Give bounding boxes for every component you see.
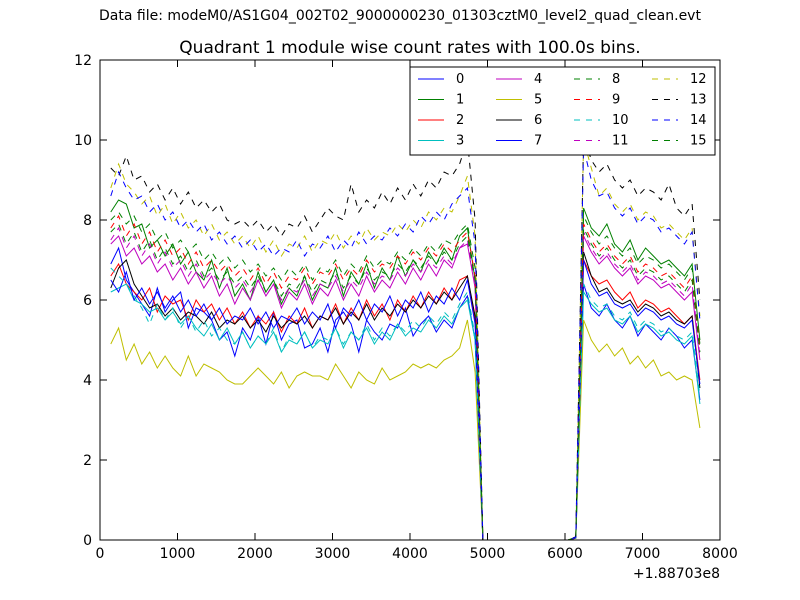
x-tick-label: 3000 [315,546,351,562]
x-tick-label: 4000 [392,546,428,562]
y-tick-label: 6 [83,293,92,309]
x-offset-label: +1.88703e8 [633,566,720,582]
legend-label-14: 14 [690,113,707,128]
y-tick-label: 10 [74,133,92,149]
series-line-12 [110,139,701,540]
series-line-11 [110,226,701,540]
y-tick-label: 8 [83,213,92,229]
x-tick-label: 8000 [702,546,738,562]
legend-label-4: 4 [534,72,542,87]
legend-label-10: 10 [612,113,629,128]
legend-label-15: 15 [690,134,707,149]
legend-label-2: 2 [456,113,464,128]
legend-label-9: 9 [612,93,620,108]
series-line-4 [110,235,701,540]
series-line-14 [110,147,701,540]
series-line-5 [110,319,701,540]
chart-title: Quadrant 1 module wise count rates with … [179,38,640,58]
legend-label-1: 1 [456,93,464,108]
y-tick-label: 2 [83,453,92,469]
legend-label-7: 7 [534,134,542,149]
x-tick-label: 2000 [237,546,273,562]
x-tick-label: 7000 [625,546,661,562]
series-line-8 [110,211,701,540]
legend-label-12: 12 [690,72,707,87]
series-line-6 [110,251,701,540]
series-line-7 [110,259,701,540]
legend-label-5: 5 [534,93,542,108]
legend-label-3: 3 [456,134,464,149]
figure-suptitle: Data file: modeM0/AS1G04_002T02_90000002… [99,8,701,24]
series-line-9 [110,214,701,540]
series-line-2 [110,259,701,540]
series-line-0 [110,246,701,540]
legend-label-0: 0 [456,72,464,87]
legend-label-13: 13 [690,93,707,108]
x-tick-label: 0 [96,546,105,562]
series-line-3 [110,283,701,540]
legend-label-11: 11 [612,134,629,149]
x-tick-label: 5000 [470,546,506,562]
y-tick-label: 0 [83,533,92,549]
y-tick-label: 12 [74,53,92,69]
x-tick-label: 6000 [547,546,583,562]
series-line-15 [110,223,701,540]
legend-label-6: 6 [534,113,542,128]
x-tick-label: 1000 [160,546,196,562]
y-tick-label: 4 [83,373,92,389]
legend-label-8: 8 [612,72,620,87]
series-line-13 [110,135,701,540]
series-group [110,135,701,540]
